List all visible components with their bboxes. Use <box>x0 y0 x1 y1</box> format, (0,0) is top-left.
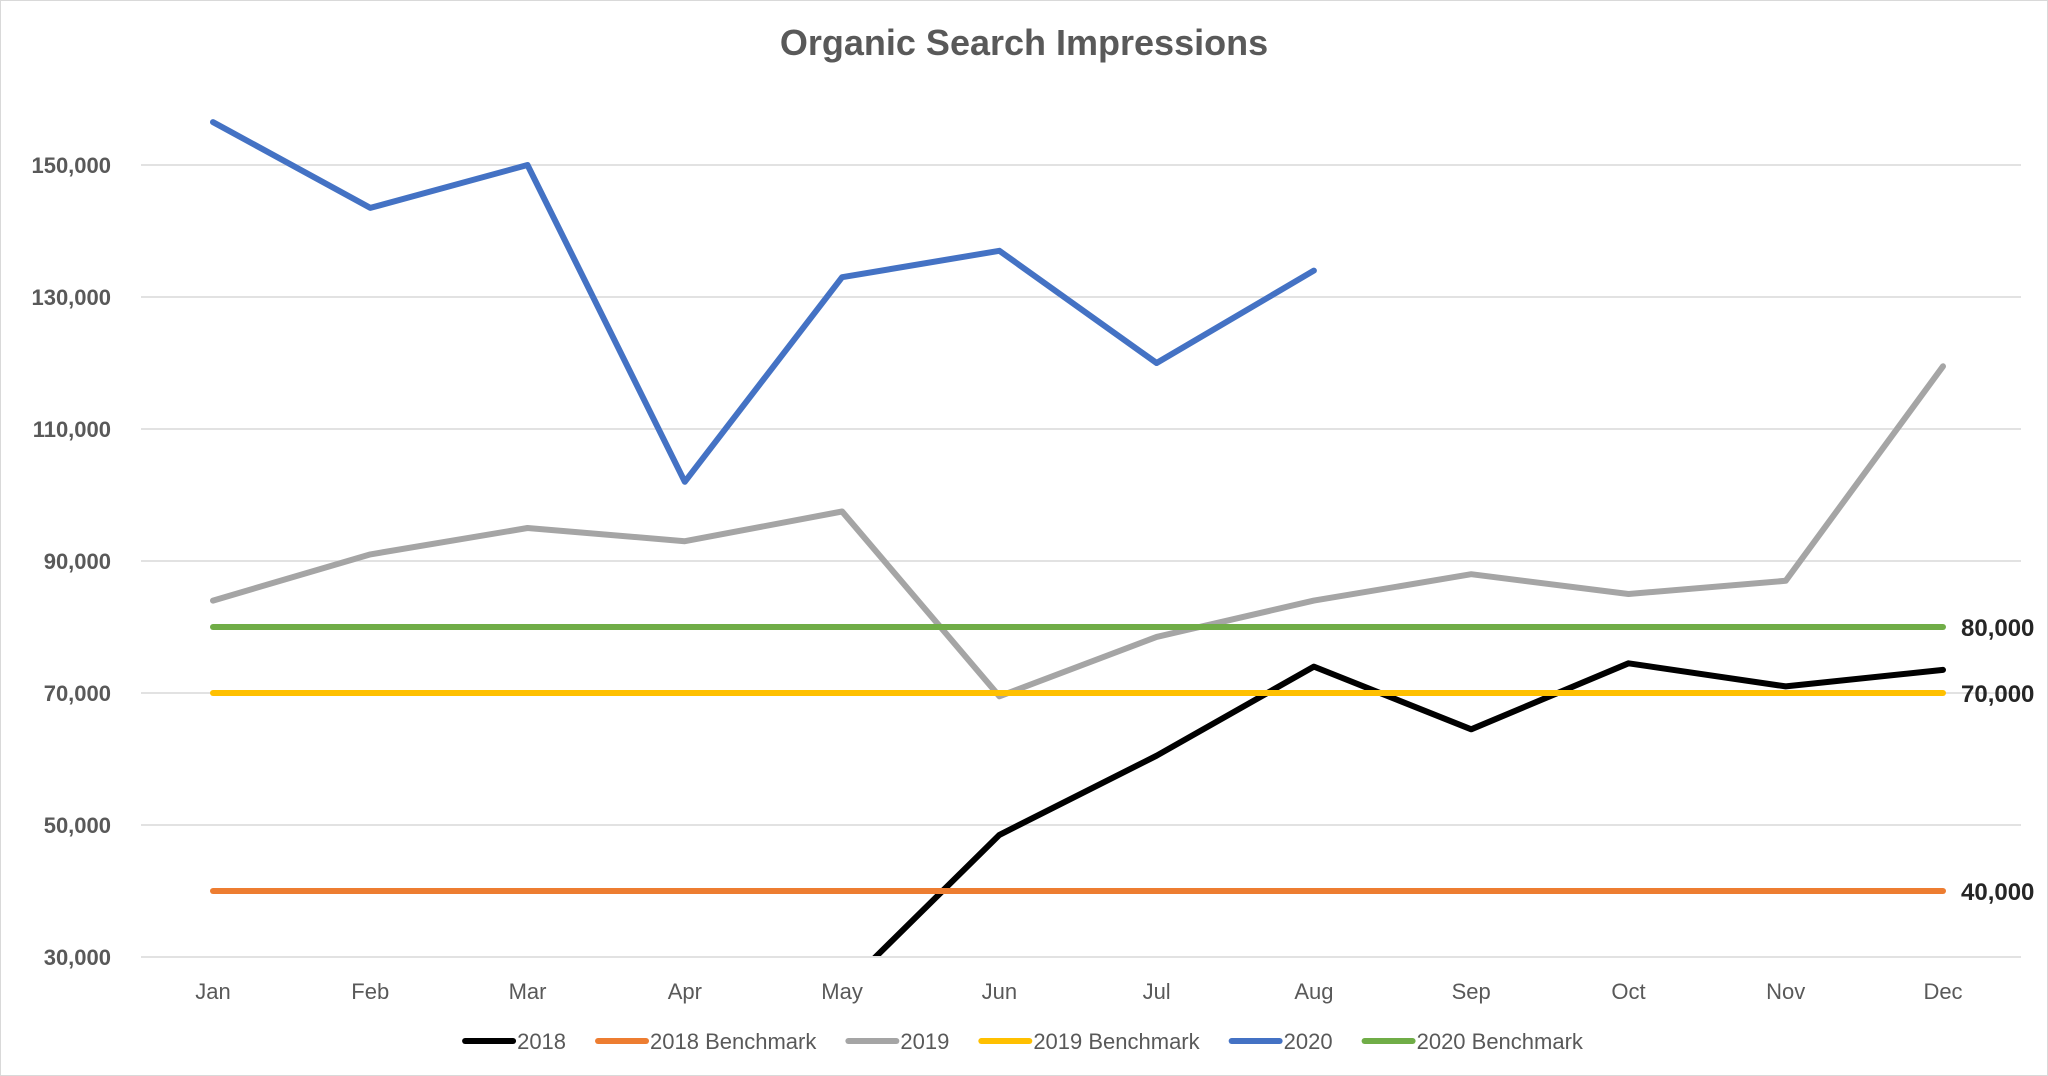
y-tick-label: 70,000 <box>44 681 111 706</box>
benchmark-value-label: 80,000 <box>1961 615 2034 642</box>
x-tick-label: Aug <box>1294 979 1333 1004</box>
y-tick-label: 110,000 <box>33 417 111 442</box>
y-tick-label: 150,000 <box>31 153 111 178</box>
benchmark-value-label: 40,000 <box>1961 879 2034 906</box>
series-lines <box>210 119 1946 956</box>
legend-entry: 2019 Benchmark <box>1033 1029 1200 1054</box>
chart-title: Organic Search Impressions <box>780 22 1268 63</box>
x-tick-label: Jan <box>195 979 230 1004</box>
x-tick-label: Oct <box>1611 979 1645 1004</box>
series-line-2 <box>210 363 1946 700</box>
x-tick-label: Mar <box>509 979 547 1004</box>
x-tick-label: Jun <box>982 979 1017 1004</box>
x-tick-label: Dec <box>1923 979 1962 1004</box>
legend: 2018 2018 Benchmark 2019 2019 Benchmark 2020… <box>462 1029 1584 1054</box>
legend-entry: 2020 <box>1284 1029 1333 1054</box>
benchmark-labels: 80,000 70,000 40,000 <box>1961 615 2034 906</box>
y-tick-label: 50,000 <box>44 813 111 838</box>
y-axis-ticks: 30,000 50,000 70,000 90,000 110,000 130,000 15… <box>31 153 111 970</box>
legend-entry: 2020 Benchmark <box>1417 1029 1584 1054</box>
x-axis-ticks: Jan Feb Mar Apr May Jun Jul Aug Sep Oct Nov Dec <box>195 979 1962 1004</box>
y-tick-label: 30,000 <box>44 945 111 970</box>
gridlines <box>141 164 2021 958</box>
x-tick-label: Nov <box>1766 979 1805 1004</box>
x-tick-label: Sep <box>1452 979 1491 1004</box>
series-line-4 <box>210 119 1317 485</box>
legend-entry: 2018 <box>517 1029 566 1054</box>
legend-entry: 2019 <box>900 1029 949 1054</box>
legend-entry: 2018 Benchmark <box>650 1029 817 1054</box>
x-tick-label: Jul <box>1143 979 1171 1004</box>
x-tick-label: Feb <box>351 979 389 1004</box>
x-tick-label: Apr <box>668 979 702 1004</box>
series-line-0 <box>872 660 1946 956</box>
x-tick-label: May <box>821 979 863 1004</box>
y-tick-label: 90,000 <box>44 549 111 574</box>
y-tick-label: 130,000 <box>31 285 111 310</box>
benchmark-value-label: 70,000 <box>1961 681 2034 708</box>
